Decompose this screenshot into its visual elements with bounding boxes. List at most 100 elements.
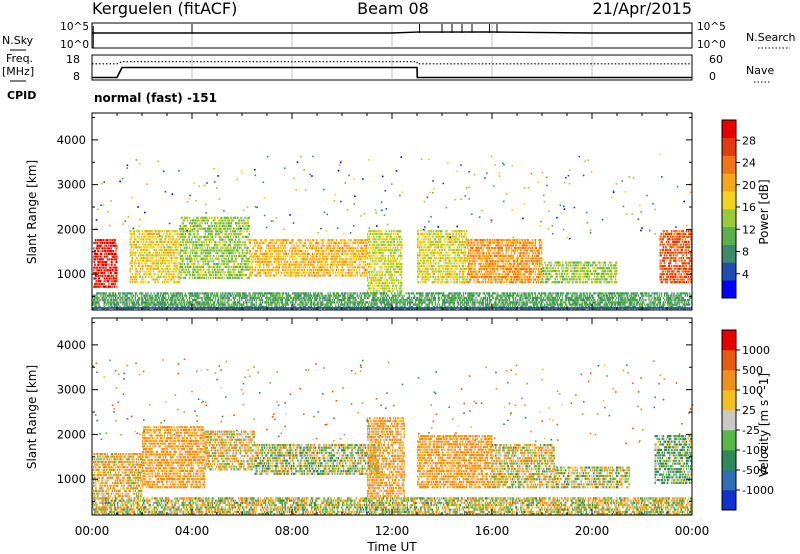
power-cell [192,273,194,277]
power-cell [554,269,556,273]
power-cell [397,249,400,252]
power-cell [146,235,148,238]
power-cell [435,262,438,265]
power-cell [327,239,329,242]
power-cell [555,281,557,284]
power-cell [380,241,382,244]
power-cell [245,249,247,252]
power-cell [486,246,489,250]
power-cell [202,249,204,252]
power-cell [478,244,480,247]
power-cell [142,265,144,268]
power-cell [246,268,248,271]
power-cell [288,271,290,274]
power-cell [384,287,386,290]
power-cell [132,275,134,278]
power-cell [375,257,377,260]
power-cell [323,239,325,242]
power-cell [230,257,233,260]
power-cell [513,252,516,255]
power-cell [353,260,355,263]
power-cell [106,255,108,258]
power-cell [439,254,442,257]
power-cell [383,287,385,290]
power-cell [99,241,101,244]
power-cell [338,247,341,250]
power-cell [106,277,108,280]
power-cell [532,241,534,244]
power-cell [450,267,452,270]
power-cell [327,271,329,274]
power-cell [146,273,148,276]
power-cell [149,270,151,273]
power-cell [293,263,295,266]
power-cell [201,222,203,225]
power-cell [222,252,224,255]
power-cell [98,280,100,283]
power-cell [98,261,100,264]
power-cell [134,265,137,268]
power-cell [156,240,158,243]
power-cell [450,262,452,265]
power-cell [350,255,352,258]
power-cell [105,247,107,250]
power-cell [495,244,497,247]
power-cell [428,248,430,252]
power-cell [486,268,489,271]
power-cell [368,262,370,265]
power-cell [284,241,287,244]
power-cell [129,251,131,254]
power-cell [501,278,503,281]
power-cell [470,249,472,252]
power-cell [418,270,420,273]
power-cell [394,232,397,236]
power-cell [286,274,289,277]
power-cell [157,273,159,276]
power-cell [379,230,381,233]
power-cell [548,278,550,281]
power-cell [131,259,133,262]
power-cell [535,249,538,252]
power-cell [366,252,368,255]
power-cell [356,274,358,277]
power-cell [487,249,490,252]
power-cell [373,238,375,241]
power-cell [219,268,221,271]
power-cell [210,235,213,238]
power-cell [98,266,100,269]
power-cell [455,262,457,265]
power-cell [489,249,492,252]
power-cell [390,260,393,263]
power-cell [296,271,298,274]
power-cell [546,275,548,278]
power-cell [505,244,507,247]
power-cell [514,241,517,244]
power-cell [212,238,215,241]
power-cell [332,239,335,242]
power-cell [376,279,378,282]
power-cell [139,267,142,270]
power-cell [319,266,321,269]
power-cell [146,262,148,265]
power-cell [399,246,402,249]
power-cell [433,270,436,273]
power-cell [509,278,512,281]
power-cell [354,266,356,269]
power-cell [195,235,197,238]
power-cell [241,216,243,219]
power-cell [279,255,282,258]
power-cell [505,275,507,279]
power-cell [255,250,258,253]
power-cell [433,251,436,254]
power-cell [353,239,355,242]
power-cell [113,269,115,272]
power-cell [417,265,419,268]
power-cell [172,248,174,252]
power-cell [240,273,242,277]
power-cell [454,251,456,254]
power-cell [230,252,233,255]
power-cell [374,232,376,236]
power-cell [395,265,398,268]
power-cell [354,252,356,255]
power-cell [358,241,361,244]
